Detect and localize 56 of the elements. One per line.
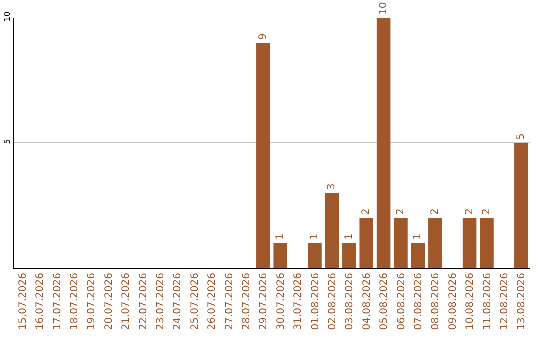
x-tick-label: 02.08.2026 xyxy=(327,273,338,330)
data-label: 2 xyxy=(482,208,492,215)
data-label: 5 xyxy=(516,134,527,140)
data-label: 1 xyxy=(275,234,286,240)
bar xyxy=(308,243,322,268)
bar xyxy=(342,243,356,268)
x-tick-label: 01.08.2026 xyxy=(310,273,322,330)
x-tick-label: 22.07.2026 xyxy=(138,273,150,330)
bar xyxy=(411,243,426,268)
x-tick-label: 04.08.2026 xyxy=(362,273,373,330)
data-label: 1 xyxy=(344,234,355,240)
bar xyxy=(274,243,288,268)
data-label: 2 xyxy=(464,208,476,215)
x-tick-label: 15.07.2026 xyxy=(18,273,29,330)
bar xyxy=(394,218,408,268)
x-tick-label: 12.08.2026 xyxy=(499,273,510,330)
data-label: 1 xyxy=(412,234,424,240)
bar xyxy=(360,218,374,268)
x-tick-label: 08.08.2026 xyxy=(430,273,442,330)
x-tick-label: 06.08.2026 xyxy=(396,273,408,330)
x-tick-label: 18.07.2026 xyxy=(69,273,80,330)
data-label: 2 xyxy=(430,208,441,215)
x-tick-label: 16.07.2026 xyxy=(35,273,46,330)
x-tick-label: 29.07.2026 xyxy=(258,273,270,330)
x-tick-label: 21.07.2026 xyxy=(121,273,132,330)
data-label: 3 xyxy=(326,184,338,190)
x-tick-label: 07.08.2026 xyxy=(413,273,424,330)
x-tick-label: 19.07.2026 xyxy=(86,273,98,330)
x-tick-label: 03.08.2026 xyxy=(344,273,356,330)
x-tick-label: 24.07.2026 xyxy=(172,273,184,330)
data-label: 1 xyxy=(310,234,320,240)
x-tick-label: 11.08.2026 xyxy=(482,273,494,330)
x-tick-label: 31.07.2026 xyxy=(293,273,304,330)
x-tick-label: 10.08.2026 xyxy=(465,273,476,330)
bar xyxy=(480,218,494,268)
bar xyxy=(514,143,528,268)
bar xyxy=(428,218,442,268)
x-tick-label: 28.07.2026 xyxy=(241,273,252,330)
x-tick-label: 25.07.2026 xyxy=(190,273,201,330)
bar xyxy=(256,43,270,268)
bar xyxy=(462,218,477,268)
x-tick-label: 27.07.2026 xyxy=(224,273,236,330)
x-tick-label: 30.07.2026 xyxy=(276,273,287,330)
bar xyxy=(325,193,340,268)
x-tick-label: 05.08.2026 xyxy=(379,273,390,330)
x-tick-label: 20.07.2026 xyxy=(104,273,115,330)
data-label: 2 xyxy=(361,208,372,215)
data-label: 9 xyxy=(258,34,269,40)
x-tick-label: 13.08.2026 xyxy=(516,273,528,330)
data-label: 10 xyxy=(378,2,390,15)
x-tick-label: 26.07.2026 xyxy=(207,273,218,330)
data-label: 2 xyxy=(396,208,406,215)
x-tick-label: 23.07.2026 xyxy=(155,273,166,330)
bar xyxy=(376,18,391,268)
x-tick-label: 09.08.2026 xyxy=(448,273,459,330)
x-tick-label: 17.07.2026 xyxy=(52,273,64,330)
